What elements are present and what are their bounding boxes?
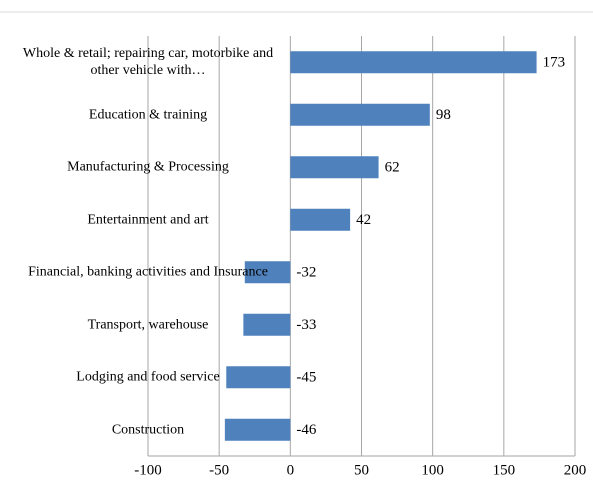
x-tick-label: 150 [493,462,516,478]
bar [244,261,291,284]
bar [290,51,537,74]
y-tick-label: Whole & retail; repairing car, motorbike… [22,46,274,79]
y-tick-label: Construction [111,422,185,438]
bar [290,208,351,231]
y-tick-label: Transport, warehouse [87,317,209,333]
bar [224,418,291,441]
y-tick-label: Education & training [88,107,208,123]
bar [226,366,291,389]
value-label: 42 [356,212,371,228]
x-tick-label: 0 [287,462,295,478]
value-label: -45 [296,370,316,386]
y-tick-label: Manufacturing & Processing [67,159,229,175]
bar [290,103,430,126]
value-label: -33 [296,317,316,333]
x-tick-label: 100 [421,462,444,478]
x-tick-label: 200 [564,462,587,478]
y-tick-label: Financial, banking activities and Insura… [28,264,268,280]
value-label: -46 [296,422,316,438]
y-tick-label: Entertainment and art [87,212,209,228]
x-tick-label: -100 [134,462,162,478]
value-label: -32 [296,265,316,281]
bar [290,156,379,179]
value-label: 62 [385,160,400,176]
bar [243,313,291,336]
value-label: 98 [436,107,451,123]
value-label: 173 [543,55,566,71]
y-tick-label: Lodging and food service [76,369,220,385]
x-tick-label: -50 [209,462,229,478]
x-tick-label: 50 [354,462,369,478]
